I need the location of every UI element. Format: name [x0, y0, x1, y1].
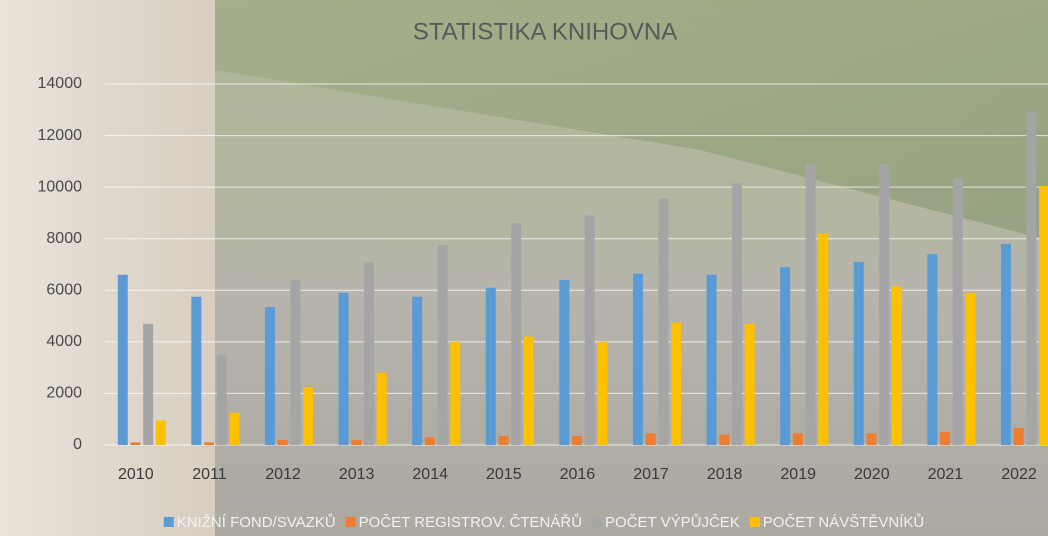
x-tick-label: 2011 — [192, 466, 227, 483]
x-tick-label: 2022 — [1001, 466, 1037, 483]
bar — [953, 178, 963, 445]
legend-swatch — [346, 517, 356, 527]
bar — [486, 288, 496, 445]
bar — [303, 387, 313, 445]
bar — [658, 199, 668, 445]
bar — [278, 440, 288, 445]
bar — [265, 307, 275, 445]
bar — [130, 442, 140, 445]
bar — [745, 324, 755, 445]
legend: KNIŽNÍ FOND/SVAZKŮ POČET REGISTROV. ČTENÁ… — [164, 513, 924, 531]
bar — [290, 280, 300, 445]
y-tick-label: 6000 — [46, 282, 82, 299]
bar — [719, 435, 729, 445]
bar — [572, 436, 582, 445]
bar — [780, 267, 790, 445]
bar — [854, 262, 864, 445]
bar — [204, 442, 214, 445]
bar — [524, 337, 534, 445]
y-tick-label: 14000 — [38, 75, 83, 92]
legend-label: POČET VÝPŮJČEK — [605, 513, 740, 531]
bar — [866, 433, 876, 445]
bar — [143, 324, 153, 445]
bar — [1014, 428, 1024, 445]
bar — [156, 421, 166, 445]
x-tick-label: 2012 — [265, 466, 301, 483]
bar — [597, 342, 607, 445]
x-tick-label: 2017 — [633, 466, 669, 483]
bar — [217, 355, 227, 445]
x-tick-label: 2019 — [780, 466, 816, 483]
legend-swatch — [592, 517, 602, 527]
y-tick-label: 8000 — [46, 230, 82, 247]
bar — [806, 164, 816, 445]
bar — [732, 183, 742, 445]
x-tick-label: 2018 — [707, 466, 743, 483]
y-tick-label: 0 — [73, 436, 82, 453]
x-tick-label: 2014 — [412, 466, 448, 483]
bar — [351, 440, 361, 445]
bar — [450, 342, 460, 445]
bar — [438, 245, 448, 445]
bar — [118, 275, 128, 445]
bar — [707, 275, 717, 445]
chart-title: STATISTIKA KNIHOVNA — [413, 18, 678, 45]
x-tick-label: 2010 — [118, 466, 154, 483]
y-tick-label: 4000 — [46, 333, 82, 350]
bar — [633, 274, 643, 445]
bar — [229, 413, 239, 445]
x-tick-label: 2016 — [560, 466, 596, 483]
x-tick-label: 2020 — [854, 466, 890, 483]
y-tick-label: 12000 — [38, 127, 83, 144]
legend-label: POČET REGISTROV. ČTENÁŘŮ — [359, 513, 582, 531]
chart: STATISTIKA KNIHOVNA 0 2000 4000 6000 8000 100… — [0, 0, 1048, 536]
bar — [191, 297, 201, 445]
legend-label: POČET NÁVŠTĚVNÍKŮ — [763, 513, 924, 531]
x-tick-label: 2021 — [928, 466, 964, 483]
bar — [940, 432, 950, 445]
bar — [1039, 186, 1048, 445]
legend-label: KNIŽNÍ FOND/SVAZKŮ — [177, 513, 336, 531]
y-tick-label: 10000 — [38, 178, 83, 195]
y-tick-label: 2000 — [46, 385, 82, 402]
bar — [412, 297, 422, 445]
x-tick-label: 2013 — [339, 466, 375, 483]
x-tick-label: 2015 — [486, 466, 522, 483]
bar — [892, 286, 902, 445]
bar — [364, 262, 374, 445]
bar — [425, 437, 435, 445]
background-overlay — [0, 0, 1048, 536]
bar — [559, 280, 569, 445]
bar — [646, 433, 656, 445]
bar — [793, 433, 803, 445]
bar — [377, 373, 387, 445]
page: STATISTIKA KNIHOVNA 0 2000 4000 6000 8000 100… — [0, 0, 1048, 536]
bar — [927, 254, 937, 445]
bar — [1026, 111, 1036, 445]
legend-swatch — [750, 517, 760, 527]
bar — [965, 293, 975, 445]
bar — [585, 216, 595, 445]
bar — [498, 436, 508, 445]
bar — [671, 323, 681, 445]
bar — [1001, 244, 1011, 445]
legend-swatch — [164, 517, 174, 527]
bar — [511, 223, 521, 445]
bar — [879, 164, 889, 445]
bar — [818, 234, 828, 445]
bar — [339, 293, 349, 445]
